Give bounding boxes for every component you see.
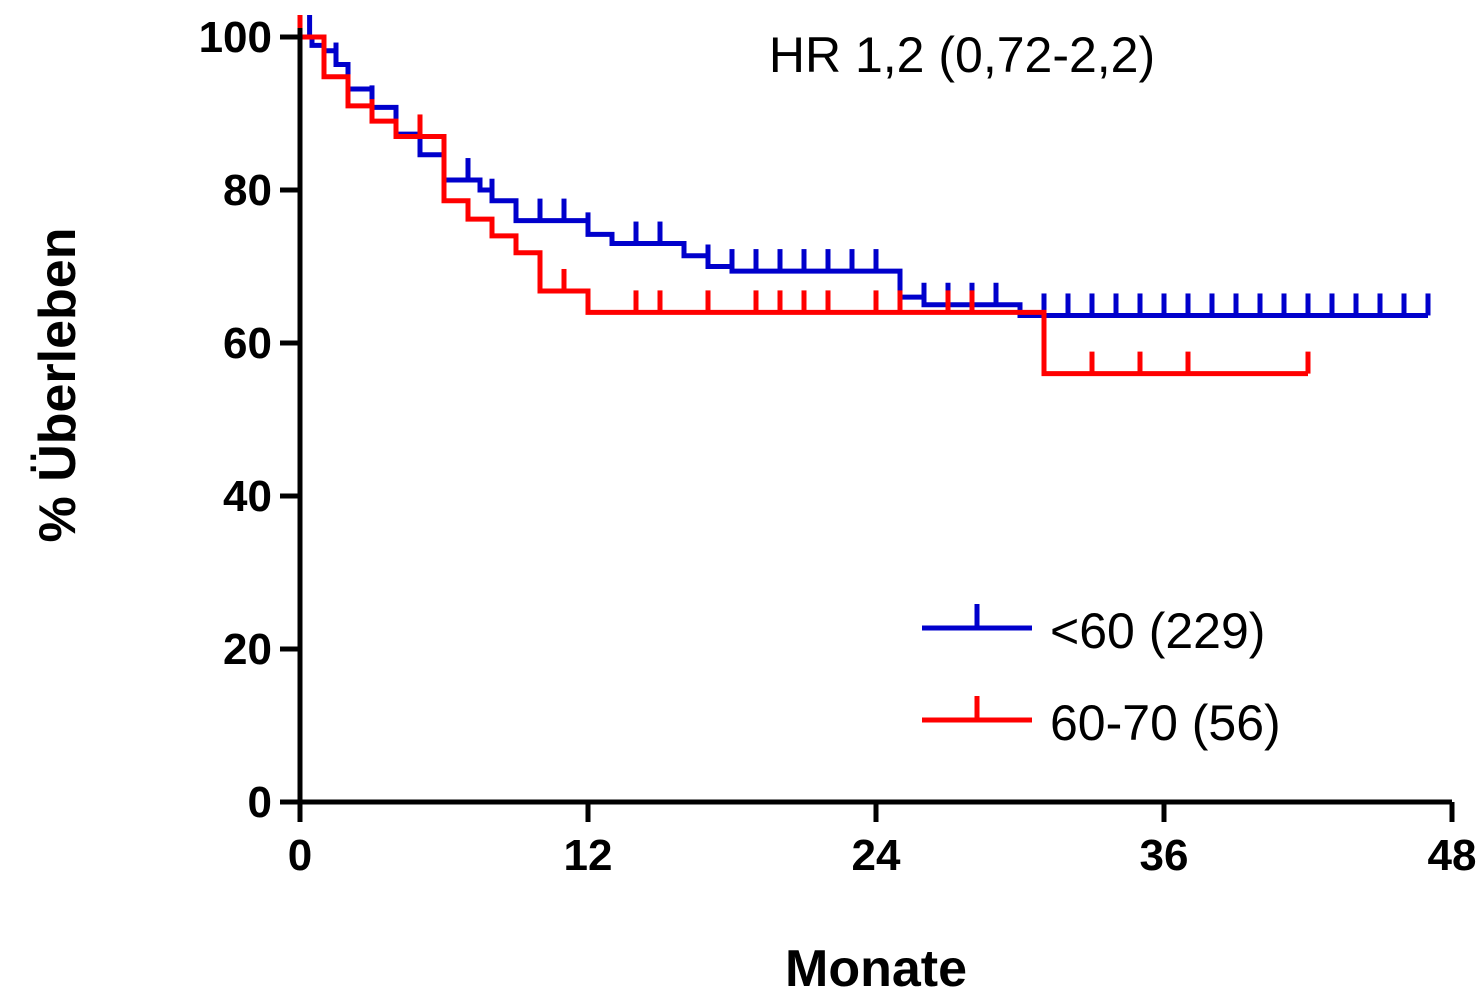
y-tick-label: 60 xyxy=(223,319,272,368)
legend-label-lt60: <60 (229) xyxy=(1050,603,1265,659)
y-tick-label: 20 xyxy=(223,625,272,674)
hazard-ratio-annotation: HR 1,2 (0,72-2,2) xyxy=(769,27,1155,83)
legend-item-lt60: <60 (229) xyxy=(922,603,1265,659)
series-1 xyxy=(297,15,1311,377)
axes xyxy=(297,28,1452,805)
legend-label-60-70: 60-70 (56) xyxy=(1050,695,1281,751)
y-tick-label: 40 xyxy=(223,472,272,521)
survival-curve-series-1 xyxy=(300,34,1308,377)
x-tick-label: 0 xyxy=(288,831,312,880)
y-tick-label: 100 xyxy=(199,13,272,62)
legend: <60 (229) 60-70 (56) xyxy=(922,603,1281,751)
x-tick-label: 24 xyxy=(852,831,901,880)
y-tick-label: 0 xyxy=(248,778,272,827)
axis-ticks: 0 12 24 36 48 0 20 40 60 80 100 xyxy=(199,13,1477,880)
x-tick-label: 36 xyxy=(1140,831,1189,880)
legend-item-60-70: 60-70 (56) xyxy=(922,695,1281,751)
y-tick-label: 80 xyxy=(223,166,272,215)
y-axis-title: % Überleben xyxy=(29,228,87,543)
x-tick-label: 48 xyxy=(1428,831,1477,880)
x-axis-title: Monate xyxy=(785,940,967,994)
x-tick-label: 12 xyxy=(564,831,613,880)
plot-area xyxy=(297,15,1431,377)
